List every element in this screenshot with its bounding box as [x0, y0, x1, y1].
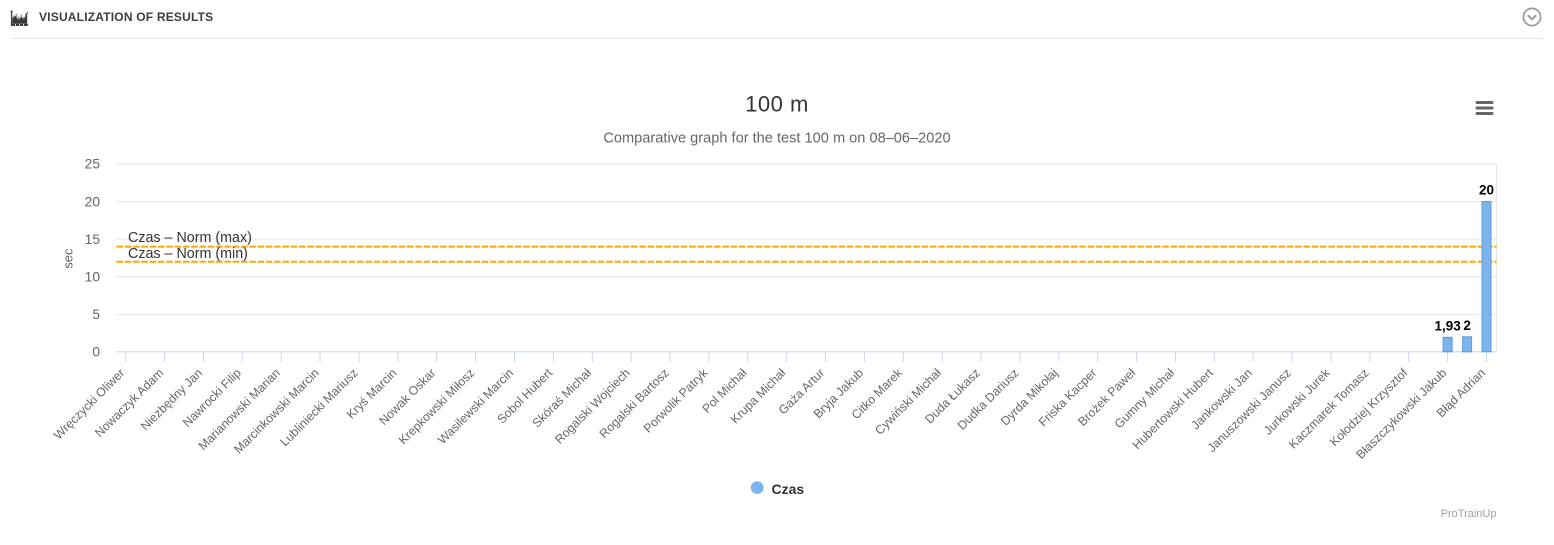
svg-text:20: 20: [1479, 183, 1494, 198]
svg-text:0: 0: [92, 345, 100, 360]
svg-text:Jurkowski Jurek: Jurkowski Jurek: [1261, 365, 1333, 437]
svg-text:15: 15: [85, 232, 101, 247]
svg-text:Nowaczyk Adam: Nowaczyk Adam: [92, 366, 166, 440]
svg-text:Wręczycki Oliwer: Wręczycki Oliwer: [51, 366, 127, 442]
svg-text:10: 10: [85, 269, 101, 284]
svg-text:20: 20: [85, 194, 101, 209]
svg-text:Rogalski Bartosz: Rogalski Bartosz: [597, 366, 672, 441]
svg-text:1,93: 1,93: [1434, 318, 1461, 333]
svg-text:Czas: Czas: [772, 481, 805, 497]
svg-text:5: 5: [92, 307, 100, 322]
svg-text:Czas – Norm (max): Czas – Norm (max): [128, 230, 252, 246]
svg-text:Czas – Norm (min): Czas – Norm (min): [128, 246, 248, 262]
svg-text:2: 2: [1463, 318, 1471, 333]
svg-text:Cywiński Michał: Cywiński Michał: [872, 366, 944, 438]
svg-text:Comparative graph for the test: Comparative graph for the test 100 m on …: [603, 131, 950, 147]
svg-text:100 m: 100 m: [745, 92, 809, 117]
svg-text:ProTrainUp: ProTrainUp: [1441, 508, 1497, 520]
svg-text:sec: sec: [61, 248, 76, 269]
svg-text:25: 25: [85, 157, 101, 172]
